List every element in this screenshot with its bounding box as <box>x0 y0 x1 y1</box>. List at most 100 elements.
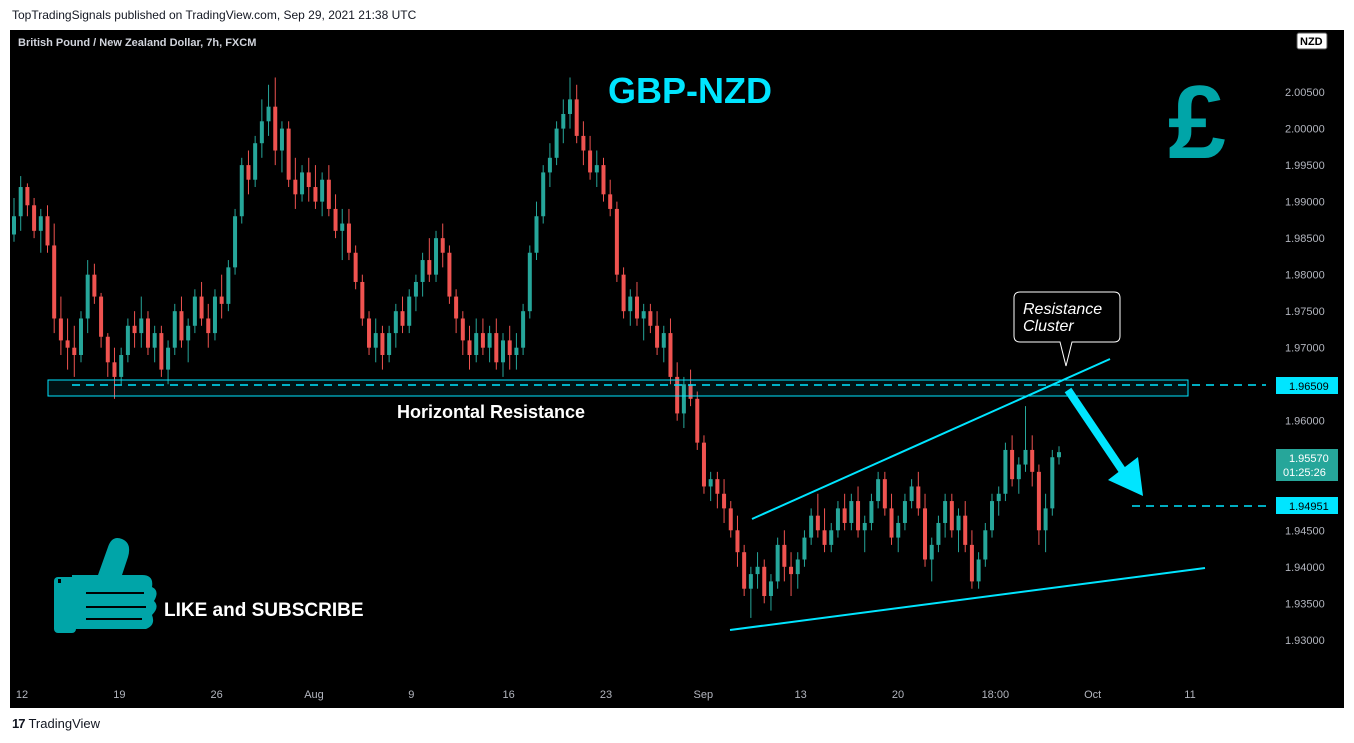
candle-body <box>809 515 814 538</box>
candle-body <box>145 318 150 348</box>
candle-body <box>909 486 914 502</box>
candle-body <box>266 106 271 122</box>
candle-body <box>896 522 901 538</box>
candle-body <box>313 187 318 202</box>
price-tick-label: 1.98500 <box>1285 233 1325 245</box>
chart-panel[interactable]: Horizontal Resistance Resistance Cluster… <box>10 30 1344 708</box>
thumbs-up-icon[interactable] <box>54 538 157 633</box>
symbol-description[interactable]: British Pound / New Zealand Dollar, 7h, … <box>18 37 257 49</box>
candle-body <box>440 238 445 253</box>
candle-body <box>742 552 747 589</box>
price-axis[interactable]: 2.00500 2.00000 1.99500 1.99000 1.98500 1.980… <box>1276 30 1344 680</box>
candle-body <box>393 311 398 334</box>
candle-body <box>300 172 305 195</box>
candle-body <box>494 333 499 363</box>
candle-body <box>219 296 224 304</box>
candle-body <box>246 165 251 180</box>
candle-body <box>916 486 921 509</box>
candle-body <box>199 296 204 319</box>
time-tick-label: 11 <box>1184 689 1195 701</box>
candle-body <box>326 179 331 209</box>
candle-body <box>621 274 626 312</box>
candle-body <box>936 522 941 545</box>
candle-body <box>52 245 57 319</box>
candle-body <box>802 537 807 560</box>
price-tick-label: 1.94000 <box>1285 562 1325 574</box>
candle-body <box>125 325 130 355</box>
candle-body <box>715 479 720 494</box>
downward-arrow-head <box>1108 457 1143 496</box>
candle-body <box>25 187 30 206</box>
time-tick-label: 23 <box>600 689 612 701</box>
candle-body <box>856 501 861 531</box>
candle-body <box>212 296 217 334</box>
lower-trendline[interactable] <box>729 567 1206 631</box>
candle-body <box>186 325 191 341</box>
candle-body <box>360 281 365 319</box>
target-price-text: 1.94951 <box>1289 501 1329 513</box>
candle-body <box>1050 457 1055 509</box>
candle-body <box>547 157 552 173</box>
candle-body <box>608 194 613 209</box>
candlestick-chart[interactable]: Horizontal Resistance Resistance Cluster… <box>10 30 1344 708</box>
resistance-zone[interactable] <box>47 379 1189 397</box>
footer-brand[interactable]: 17 TradingView <box>12 716 100 731</box>
time-tick-label: 26 <box>211 689 223 701</box>
candle-body <box>340 223 345 231</box>
candle-body <box>460 318 465 341</box>
current-price-tag <box>1276 449 1338 481</box>
candle-body <box>554 128 559 158</box>
candle-body <box>735 530 740 553</box>
candle-body <box>353 252 358 282</box>
candle-body <box>32 205 37 231</box>
candle-body <box>581 135 586 151</box>
candle-body <box>567 99 572 114</box>
candle-body <box>507 340 512 355</box>
candle-body <box>132 325 137 334</box>
candle-body <box>65 340 70 348</box>
price-tick-label: 1.93500 <box>1285 598 1325 610</box>
candle-body <box>38 216 43 231</box>
candle-body <box>695 398 700 443</box>
candle-body <box>963 515 968 545</box>
candle-body <box>333 208 338 231</box>
candle-body <box>447 252 452 297</box>
candle-body <box>708 479 713 487</box>
candle-body <box>454 296 459 319</box>
candle-body <box>1057 452 1061 458</box>
like-subscribe-text[interactable]: LIKE and SUBSCRIBE <box>164 600 364 621</box>
resistance-price-text: 1.96509 <box>1289 381 1329 393</box>
time-tick-label: Sep <box>694 689 714 701</box>
candle-body <box>467 340 472 355</box>
candle-body <box>1023 449 1028 465</box>
upper-trendline[interactable] <box>751 358 1111 520</box>
candle-body <box>1043 508 1048 531</box>
candle-body <box>179 311 184 341</box>
currency-badge[interactable] <box>1296 32 1328 50</box>
resistance-cluster-callout[interactable] <box>1013 291 1121 367</box>
candle-body <box>1010 449 1015 480</box>
candle-body <box>434 238 439 275</box>
candle-body <box>822 530 827 545</box>
time-tick-label: 9 <box>408 689 414 701</box>
price-tick-label: 1.93000 <box>1285 635 1325 647</box>
candle-body <box>929 544 934 560</box>
candle-body <box>681 384 686 414</box>
candle-body <box>541 172 546 217</box>
candle-body <box>923 508 928 560</box>
candle-body <box>286 128 291 180</box>
candle-body <box>722 493 727 509</box>
candle-body <box>601 165 606 195</box>
time-tick-label: 19 <box>113 689 125 701</box>
candle-body <box>648 311 653 326</box>
candle-body <box>119 355 124 377</box>
candle-body <box>902 501 907 523</box>
candle-body <box>775 544 780 582</box>
downward-arrow-shaft <box>1064 387 1126 473</box>
time-axis[interactable]: 12 19 26 Aug 9 16 23 Sep 13 20 18:00 Oct 11 <box>16 689 1196 701</box>
candle-body <box>1030 449 1035 472</box>
candle-body <box>159 333 164 370</box>
candle-body <box>842 508 847 523</box>
candle-body <box>166 347 171 370</box>
candle-body <box>58 318 63 341</box>
